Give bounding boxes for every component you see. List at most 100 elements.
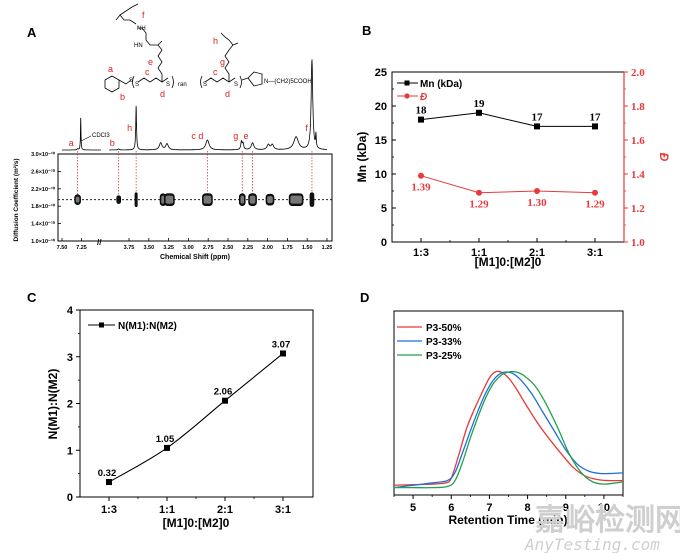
panel-b-y-right-tick-label: 1.8	[631, 101, 645, 113]
legend-label-dispersity: Đ	[420, 92, 427, 103]
data-label-dispersity: 1.29	[585, 199, 605, 211]
panel-label-d: D	[360, 290, 369, 305]
panel-label-c: C	[27, 290, 37, 305]
panel-b-y-right-tick-label: 1.0	[631, 237, 645, 249]
struct-label-d1: d	[160, 89, 165, 99]
dosy-contour	[134, 192, 138, 207]
dosy-y-tick-label: 1.0×10⁻¹⁰	[31, 238, 56, 245]
data-label-mn: 19	[474, 98, 486, 110]
ester-group	[220, 32, 234, 51]
legend-label-composition: N(M1):N(M2)	[118, 321, 177, 332]
panel-b-x-axis-title: [M1]0:[M2]0	[475, 255, 542, 269]
chem-tail: N—(CH2)5COOH	[264, 79, 312, 85]
dosy-contour-inner	[267, 196, 273, 204]
boc-group	[119, 3, 139, 25]
dosy-contour-inner	[290, 195, 302, 204]
backbone-segment-1	[137, 77, 169, 83]
chem-s-2: S	[135, 82, 139, 88]
dosy-x-tick-label: 3.50	[143, 245, 154, 251]
chem-s-4: S	[203, 82, 207, 88]
dosy-y-tick-label: 1.4×10⁻¹⁰	[31, 221, 56, 228]
chemical-structure	[104, 3, 263, 93]
dosy-x-tick-label: 7.50	[57, 245, 68, 251]
dosy-x-tick-label: 1.50	[302, 245, 313, 251]
panel-c-y-tick-label: 1	[67, 445, 73, 457]
panel-b-y-right-tick-label: 1.6	[631, 135, 645, 147]
panel-label-b: B	[362, 23, 371, 38]
series-line-p3-25	[394, 370, 624, 489]
benzene-ring	[104, 75, 120, 93]
peak-label-e: e	[244, 131, 249, 141]
amide-carbonyl	[157, 40, 163, 46]
panel-b-legend: Mn (kDa) Đ	[397, 79, 462, 103]
data-point-composition	[280, 350, 286, 357]
panel-b-y-tick-label: 25	[375, 67, 387, 79]
series-line-composition	[108, 353, 284, 483]
panel-c-x-tick-label: 1:3	[101, 504, 117, 516]
data-label-mn: 18	[416, 105, 428, 117]
panel-c-composition: 0 1 2 3 4 1:3 1:1 2:1 3:1 0.32 1.05 2.06 3.07 N(M1…	[46, 305, 314, 530]
dosy-contour-inner	[203, 195, 212, 204]
panel-c-x-tick-label: 1:1	[159, 504, 175, 516]
data-point-dispersity	[418, 172, 424, 179]
panel-d-x-tick-label: 10	[598, 502, 610, 514]
data-label-dispersity: 1.39	[411, 182, 431, 194]
data-label-composition: 3.07	[272, 339, 291, 350]
legend-marker-mn	[404, 80, 410, 86]
series-line-mn	[420, 112, 595, 127]
bracket-y-right	[239, 75, 242, 89]
panel-b-y-right-tick-label: 2.0	[631, 67, 645, 79]
cdcl3-annotation: CDCl3	[92, 133, 110, 139]
watermark-chinese: 嘉峪检测网	[535, 503, 680, 538]
panel-b-x-tick-label: 1:1	[471, 247, 487, 259]
struct-label-a: a	[108, 64, 113, 74]
struct-label-h: h	[213, 36, 218, 46]
series-line-dispersity	[420, 175, 596, 194]
struct-label-e: e	[148, 57, 153, 67]
dosy-x-tick-label: 7.25	[76, 245, 87, 251]
dosy-y-tick-label: 2.2×10⁻¹⁰	[31, 186, 56, 193]
panel-b-y-right-tick-label: 1.2	[631, 203, 645, 215]
series-line-p3-50	[393, 370, 624, 486]
panel-b-y-right-axis-title: Đ	[657, 153, 671, 162]
data-point-dispersity	[476, 189, 482, 196]
dosy-y-tick-label: 1.8×10⁻¹⁰	[31, 203, 56, 210]
data-label-dispersity: 1.29	[469, 199, 489, 211]
dosy-contour-inner	[161, 195, 165, 204]
data-label-mn: 17	[590, 111, 602, 123]
data-label-composition: 0.32	[98, 468, 117, 479]
succinimide-ring	[247, 71, 263, 87]
dosy-y-tick-label: 3.0×10⁻¹⁰	[31, 151, 56, 158]
dosy-x-tick-label: 1.75	[282, 245, 293, 251]
cdcl3-arrow	[80, 135, 92, 142]
peak-label-f: f	[305, 123, 308, 133]
panel-c-x-tick-label: 3:1	[275, 504, 291, 516]
dosy-x-axis-title: Chemical Shift (ppm)	[160, 254, 230, 261]
amide-linker	[138, 27, 158, 46]
side-chain-left	[157, 44, 163, 82]
chem-s-3: S	[166, 82, 170, 88]
legend-label-mn: Mn (kDa)	[420, 79, 462, 90]
data-label-composition: 2.06	[214, 387, 233, 398]
dosy-contour-inner	[240, 195, 245, 204]
panel-d-x-tick-label: 9	[563, 502, 569, 514]
data-point-composition	[164, 444, 170, 451]
dosy-plot-frame	[57, 153, 333, 242]
side-chain-right	[224, 49, 230, 82]
panel-b-y-tick-label: 20	[375, 101, 387, 113]
data-point-composition	[222, 397, 228, 404]
dosy-x-tick-label: 3.75	[124, 245, 135, 251]
dosy-contour	[116, 195, 122, 204]
peak-label-b: b	[110, 138, 115, 148]
panel-c-x-tick-label: 2:1	[217, 504, 233, 516]
panel-c-legend: N(M1):N(M2)	[88, 321, 177, 332]
panel-b-y-tick-label: 5	[381, 203, 387, 215]
panel-c-y-tick-label: 3	[67, 352, 73, 364]
panel-d-x-tick-label: 7	[486, 502, 492, 514]
panel-c-y-tick-label: 4	[67, 305, 74, 317]
legend-label-p3-33: P3-33%	[426, 337, 462, 348]
chem-ran: ran	[178, 82, 187, 88]
chem-s-5: S	[234, 82, 238, 88]
series-line-p3-33	[393, 371, 624, 489]
